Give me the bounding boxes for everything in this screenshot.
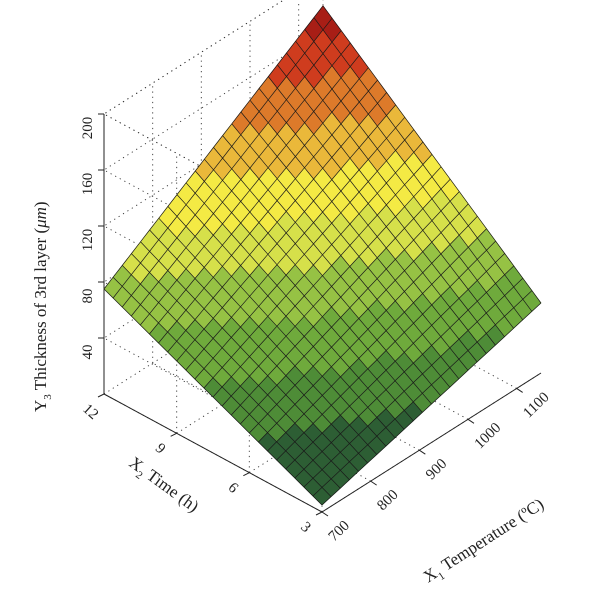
- y-axis-label: X2 Time (h): [123, 453, 202, 519]
- mesh-line-y: [176, 104, 396, 362]
- mesh-line-y: [167, 92, 387, 353]
- y-tick: [315, 511, 323, 516]
- surface-mesh: [103, 5, 542, 506]
- y-tick-label: 3: [297, 519, 313, 536]
- mesh-line-y: [258, 216, 478, 443]
- x-tick-label: 700: [326, 518, 353, 545]
- z-tick-label: 120: [80, 229, 96, 252]
- mesh-line-y: [221, 166, 442, 407]
- mesh-line-y: [294, 265, 515, 479]
- mesh-line-y: [121, 30, 342, 308]
- x-tick-label: 1100: [520, 389, 552, 421]
- x-tick: [370, 480, 377, 486]
- x-tick-label: 900: [423, 456, 450, 483]
- x-axis-line: [321, 372, 542, 513]
- y-tick-label: 9: [152, 440, 168, 457]
- y-tick: [97, 393, 105, 398]
- z-tick-label: 80: [80, 289, 96, 304]
- z-tick-label: 160: [80, 173, 96, 196]
- x-tick: [321, 511, 329, 517]
- mesh-line-y: [240, 191, 460, 425]
- mesh-line-y: [185, 117, 406, 371]
- x-axis-label: X1 Temperature (ºC): [420, 494, 550, 589]
- y-tick: [170, 432, 177, 437]
- mesh-line-y: [149, 67, 369, 335]
- z-tick-label: 200: [80, 117, 96, 140]
- axes-box: [103, 114, 542, 513]
- mesh-line-y: [321, 302, 542, 506]
- z-tick-label: 40: [80, 345, 96, 360]
- mesh-line-y: [276, 240, 496, 461]
- mesh-line-y: [212, 154, 433, 398]
- mesh-line-y: [249, 203, 469, 434]
- mesh-line-y: [103, 5, 324, 290]
- mesh-line-y: [230, 178, 451, 416]
- mesh-line-y: [267, 228, 487, 452]
- mesh-line-y: [140, 55, 360, 326]
- y-tick-label: 12: [79, 401, 101, 423]
- x-tick: [419, 449, 426, 455]
- x-tick: [467, 418, 475, 424]
- mesh-line-y: [312, 290, 533, 497]
- mesh-line-y: [203, 141, 424, 389]
- x-tick: [516, 388, 523, 393]
- mesh-line-y: [158, 79, 378, 344]
- x-tick-label: 800: [374, 487, 401, 514]
- mesh-line-y: [131, 42, 351, 317]
- y-axis-line: [103, 393, 323, 513]
- mesh-line-y: [112, 17, 333, 299]
- mesh-line-y: [285, 253, 505, 470]
- z-axis-label: Y3 Thickness of 3rd layer (μm): [31, 201, 54, 412]
- mesh-line-y: [194, 129, 415, 380]
- y-tick: [243, 472, 250, 477]
- y-tick-label: 6: [225, 480, 242, 497]
- mesh-line-y: [303, 277, 524, 488]
- surface: [103, 5, 542, 506]
- x-tick-label: 1000: [472, 420, 505, 452]
